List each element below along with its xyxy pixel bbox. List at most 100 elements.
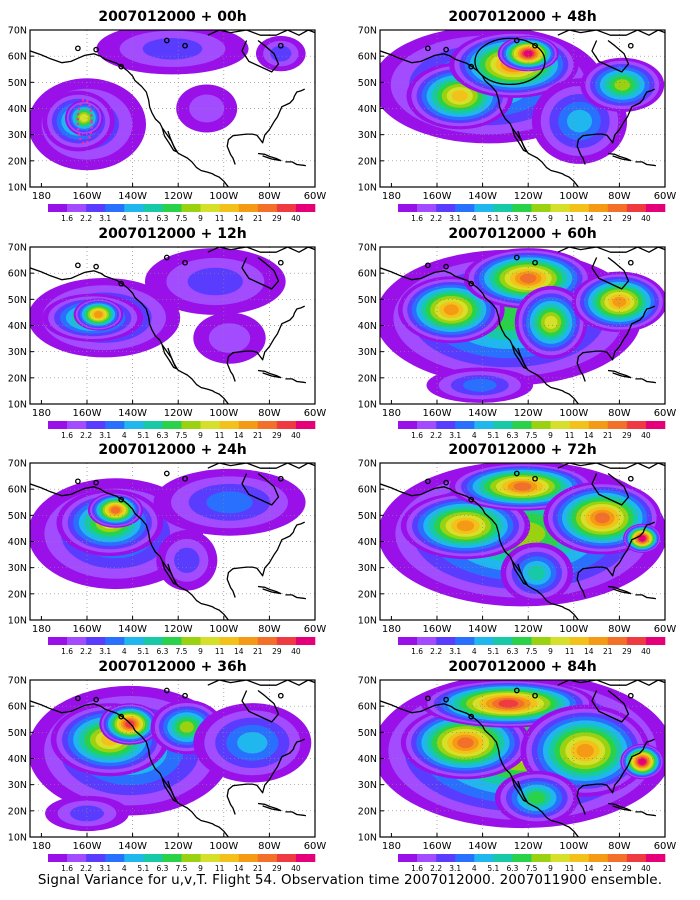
color-bar-label: 40 xyxy=(291,431,301,440)
map-panel: 2007012000 + 60h 70N 60N 50N 40N 30N 20N 10N 180… xyxy=(358,226,677,440)
color-bar-label: 21 xyxy=(603,431,613,440)
color-bar-swatch xyxy=(398,204,418,212)
color-bar-label: 14 xyxy=(234,214,244,223)
x-tick-label: 60W xyxy=(654,408,677,419)
color-bar-swatch xyxy=(105,421,125,429)
color-bar-swatch xyxy=(436,637,456,645)
coastline xyxy=(30,30,315,187)
color-bar-label: 14 xyxy=(234,647,244,656)
y-tick-label: 60N xyxy=(8,702,27,713)
color-bar-label: 2.2 xyxy=(430,864,442,873)
y-tick-label: 30N xyxy=(358,130,377,141)
color-bar-label: 4 xyxy=(472,864,477,873)
color-bar-label: 3.1 xyxy=(449,647,461,656)
y-tick-label: 30N xyxy=(8,780,27,791)
x-tick-label: 80W xyxy=(258,841,281,852)
x-tick-label: 60W xyxy=(654,624,677,635)
x-tick-label: 80W xyxy=(258,408,281,419)
color-bar: 1.6 2.2 3.1 4 5.1 6.3 7.5 9 11 14 21 29 40 xyxy=(48,637,316,656)
x-tick-label: 180 xyxy=(382,408,401,419)
x-tick-label: 100W xyxy=(559,191,588,202)
color-bar-swatch xyxy=(295,854,316,862)
color-bar-label: 9 xyxy=(198,431,203,440)
color-bar-swatch xyxy=(86,204,106,212)
color-bar-label: 11 xyxy=(565,647,575,656)
x-tick-label: 180 xyxy=(32,191,51,202)
y-tick-label: 20N xyxy=(358,373,377,384)
y-tick-label: 70N xyxy=(358,243,377,254)
y-tick-label: 50N xyxy=(358,78,377,89)
color-bar-label: 14 xyxy=(584,647,594,656)
x-tick-label: 120W xyxy=(164,191,193,202)
x-tick-label: 180 xyxy=(32,408,51,419)
x-tick-label: 100W xyxy=(559,408,588,419)
color-bar-label: 29 xyxy=(272,214,282,223)
x-tick-label: 60W xyxy=(304,841,327,852)
color-bar-swatch xyxy=(588,204,609,212)
color-bar-swatch xyxy=(645,204,666,212)
variance-field xyxy=(30,463,315,620)
y-tick-label: 30N xyxy=(8,347,27,358)
x-tick-label: 180 xyxy=(32,841,51,852)
y-tick-label: 70N xyxy=(8,676,27,687)
color-bar-swatch xyxy=(219,854,240,862)
color-bar-label: 5.1 xyxy=(487,864,499,873)
y-tick-label: 50N xyxy=(8,295,27,306)
color-bar-swatch xyxy=(607,421,628,429)
color-bar-label: 6.3 xyxy=(156,647,168,656)
color-bar-label: 2.2 xyxy=(80,431,92,440)
color-bar-swatch xyxy=(493,854,513,862)
color-bar-label: 11 xyxy=(215,647,225,656)
x-tick-label: 160W xyxy=(73,841,102,852)
map-panel: 2007012000 + 72h 70N 60N 50N 40N 30N 20N 10N 180… xyxy=(358,442,677,656)
color-bar-swatch xyxy=(626,854,647,862)
color-bar-swatch xyxy=(48,204,68,212)
color-bar-swatch xyxy=(417,637,437,645)
map-panel: 2007012000 + 36h 70N 60N 50N 40N 30N 20N 10N 180… xyxy=(8,659,327,873)
color-bar-swatch xyxy=(143,421,163,429)
coastline xyxy=(30,680,315,837)
color-bar-label: 4 xyxy=(472,647,477,656)
color-bar-swatch xyxy=(238,204,259,212)
color-bar-swatch xyxy=(607,204,628,212)
color-bar-swatch xyxy=(295,421,316,429)
coastline xyxy=(380,463,665,620)
color-bar: 1.6 2.2 3.1 4 5.1 6.3 7.5 9 11 14 21 29 40 xyxy=(398,421,666,440)
color-bar-swatch xyxy=(219,421,240,429)
color-bar-label: 40 xyxy=(291,864,301,873)
color-bar-label: 9 xyxy=(198,647,203,656)
x-tick-label: 60W xyxy=(304,191,327,202)
color-bar-swatch xyxy=(398,421,418,429)
x-tick-label: 100W xyxy=(559,841,588,852)
color-bar-label: 7.5 xyxy=(176,647,188,656)
color-bar-label: 7.5 xyxy=(176,864,188,873)
x-tick-label: 80W xyxy=(258,624,281,635)
color-bar-label: 7.5 xyxy=(176,431,188,440)
color-bar-swatch xyxy=(238,637,259,645)
color-bar-label: 7.5 xyxy=(526,647,538,656)
color-bar-swatch xyxy=(531,204,551,212)
x-tick-label: 80W xyxy=(608,841,631,852)
color-bar-swatch xyxy=(67,854,87,862)
color-bar-swatch xyxy=(124,854,144,862)
color-bar-label: 6.3 xyxy=(506,864,518,873)
color-bar-label: 29 xyxy=(622,647,632,656)
x-tick-label: 100W xyxy=(559,624,588,635)
variance-field xyxy=(30,247,315,404)
color-bar-swatch xyxy=(512,637,532,645)
color-bar-swatch xyxy=(238,421,259,429)
color-bar-swatch xyxy=(474,204,494,212)
color-bar-swatch xyxy=(86,854,106,862)
color-bar-label: 11 xyxy=(565,864,575,873)
x-tick-label: 140W xyxy=(118,408,147,419)
color-bar-label: 29 xyxy=(272,864,282,873)
y-tick-label: 20N xyxy=(358,806,377,817)
color-bar-swatch xyxy=(238,854,259,862)
color-bar-label: 3.1 xyxy=(99,864,111,873)
map-title: 2007012000 + 48h xyxy=(448,9,596,25)
color-bar-label: 29 xyxy=(622,864,632,873)
color-bar-label: 14 xyxy=(234,864,244,873)
y-tick-label: 20N xyxy=(8,373,27,384)
color-bar-label: 5.1 xyxy=(137,864,149,873)
color-bar-label: 11 xyxy=(565,431,575,440)
